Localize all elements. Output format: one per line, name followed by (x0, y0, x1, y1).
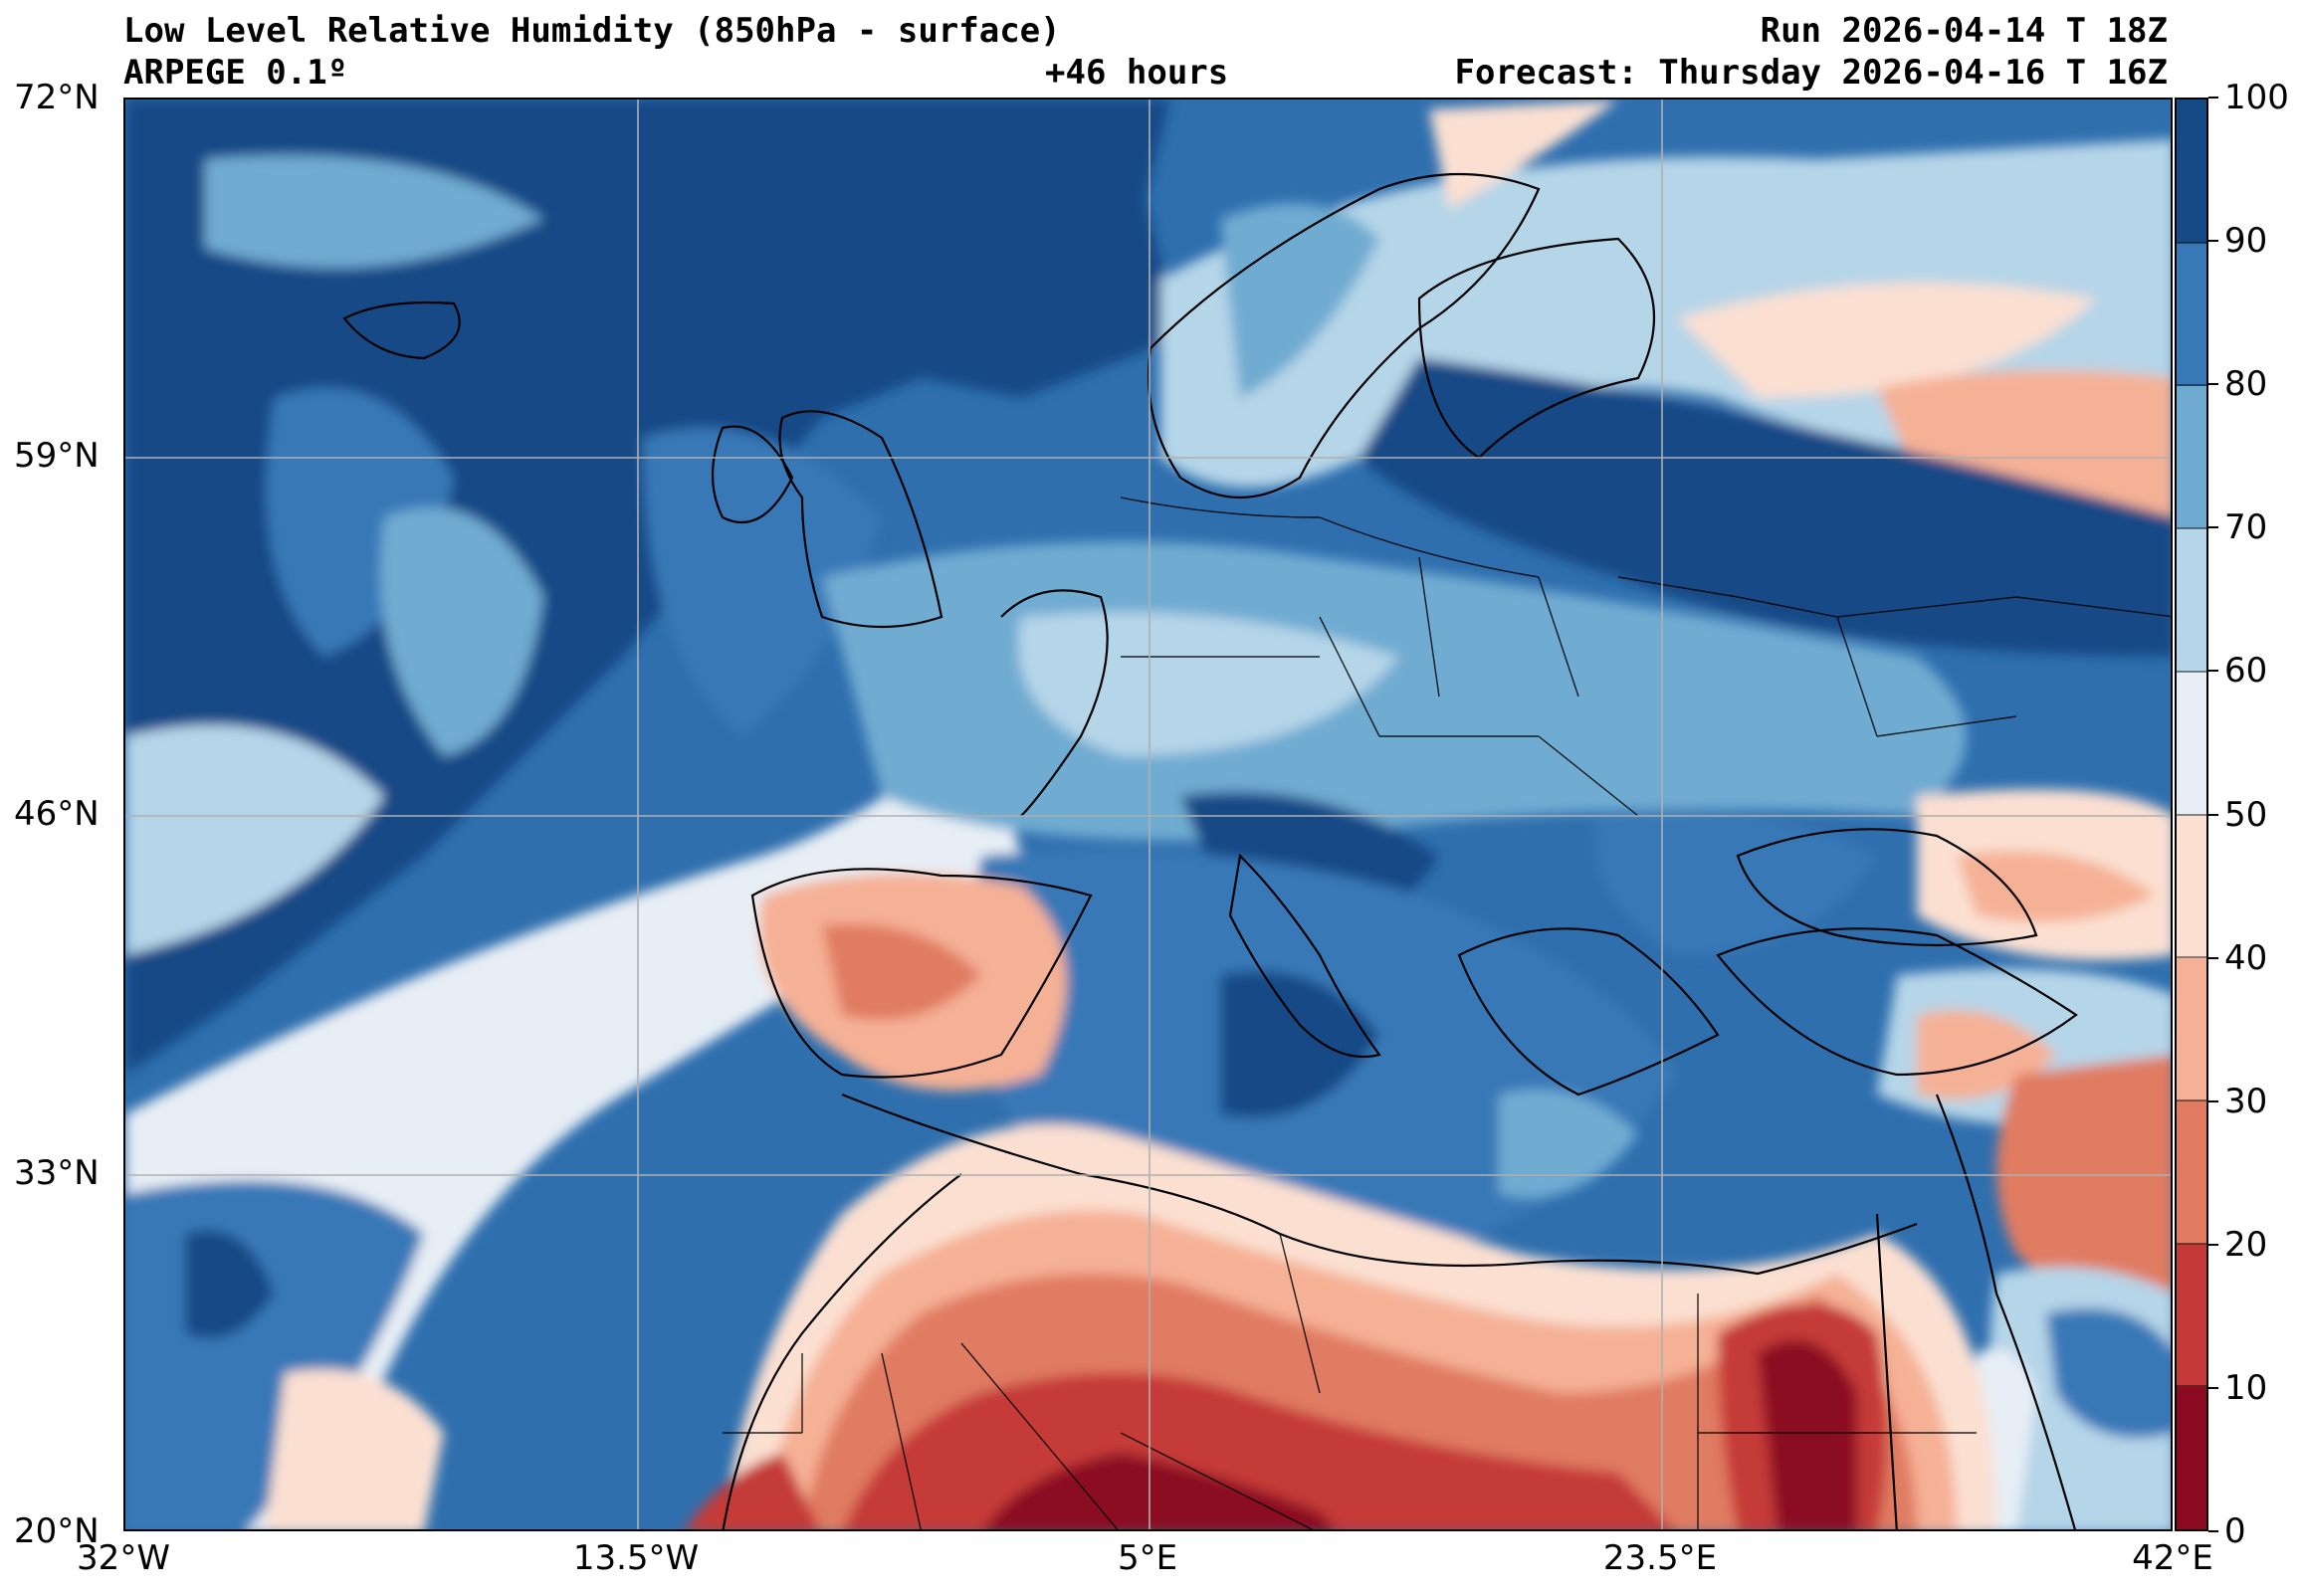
colorbar-segment (2177, 671, 2206, 815)
colorbar-segment (2177, 1386, 2206, 1529)
colorbar-segment (2177, 385, 2206, 529)
colorbar-label: 70 (2224, 507, 2268, 548)
colorbar-tick (2208, 383, 2218, 386)
colorbar-divider (2177, 241, 2206, 244)
colorbar-label: 50 (2224, 794, 2268, 835)
lead-time: +46 hours (1045, 53, 1229, 93)
colorbar-tick (2208, 956, 2218, 959)
colorbar-label: 10 (2224, 1367, 2268, 1408)
model-name: ARPEGE 0.1º (123, 53, 348, 93)
map-canvas (125, 100, 2171, 1529)
colorbar-divider (2177, 527, 2206, 530)
colorbar-tick (2208, 1099, 2218, 1102)
colorbar-label: 40 (2224, 937, 2268, 978)
colorbar-divider (2177, 384, 2206, 387)
colorbar-tick (2208, 670, 2218, 673)
colorbar-label: 20 (2224, 1224, 2268, 1265)
lon-label-42e: 42°E (2132, 1538, 2213, 1578)
run-time: Run 2026-04-14 T 18Z (1760, 11, 2168, 51)
colorbar-segment (2177, 242, 2206, 386)
colorbar-segment (2177, 814, 2206, 958)
colorbar-segment (2177, 1243, 2206, 1387)
colorbar-segment (2177, 100, 2206, 243)
lat-label-20n: 20°N (14, 1511, 100, 1551)
lat-label-59n: 59°N (14, 436, 100, 476)
lat-label-72n: 72°N (14, 78, 100, 117)
humidity-map (123, 98, 2173, 1531)
colorbar-label: 30 (2224, 1081, 2268, 1121)
colorbar-divider (2177, 813, 2206, 816)
colorbar-tick (2208, 1530, 2218, 1532)
colorbar-tick (2208, 1386, 2218, 1389)
lat-label-46n: 46°N (14, 794, 100, 834)
colorbar-label: 80 (2224, 364, 2268, 405)
colorbar-divider (2177, 1385, 2206, 1388)
colorbar-tick (2208, 240, 2218, 243)
colorbar-divider (2177, 1098, 2206, 1101)
colorbar-tick (2208, 526, 2218, 529)
colorbar-segment (2177, 528, 2206, 673)
lon-label-13-5w: 13.5°W (572, 1538, 700, 1578)
map-title: Low Level Relative Humidity (850hPa - su… (123, 11, 1061, 51)
colorbar-divider (2177, 956, 2206, 959)
gridlines (125, 100, 2171, 1529)
colorbar-divider (2177, 1242, 2206, 1245)
colorbar-segment (2177, 1099, 2206, 1244)
colorbar (2175, 98, 2208, 1531)
colorbar-label: 0 (2224, 1511, 2246, 1551)
lon-label-32w: 32°W (77, 1538, 170, 1578)
colorbar-label: 90 (2224, 221, 2268, 262)
forecast-time: Forecast: Thursday 2026-04-16 T 16Z (1454, 53, 2168, 93)
lon-label-23-5e: 23.5°E (1602, 1538, 1718, 1578)
colorbar-label: 60 (2224, 651, 2268, 692)
humidity-fields (125, 100, 2171, 1529)
lon-label-5e: 5°E (1117, 1538, 1178, 1578)
colorbar-tick (2208, 97, 2218, 99)
borders (723, 497, 2171, 1529)
colorbar-divider (2177, 670, 2206, 673)
colorbar-label: 100 (2224, 78, 2289, 117)
lat-label-33n: 33°N (14, 1153, 100, 1193)
colorbar-tick (2208, 1243, 2218, 1246)
coastlines (342, 172, 2078, 1529)
colorbar-segment (2177, 957, 2206, 1101)
colorbar-tick (2208, 813, 2218, 816)
